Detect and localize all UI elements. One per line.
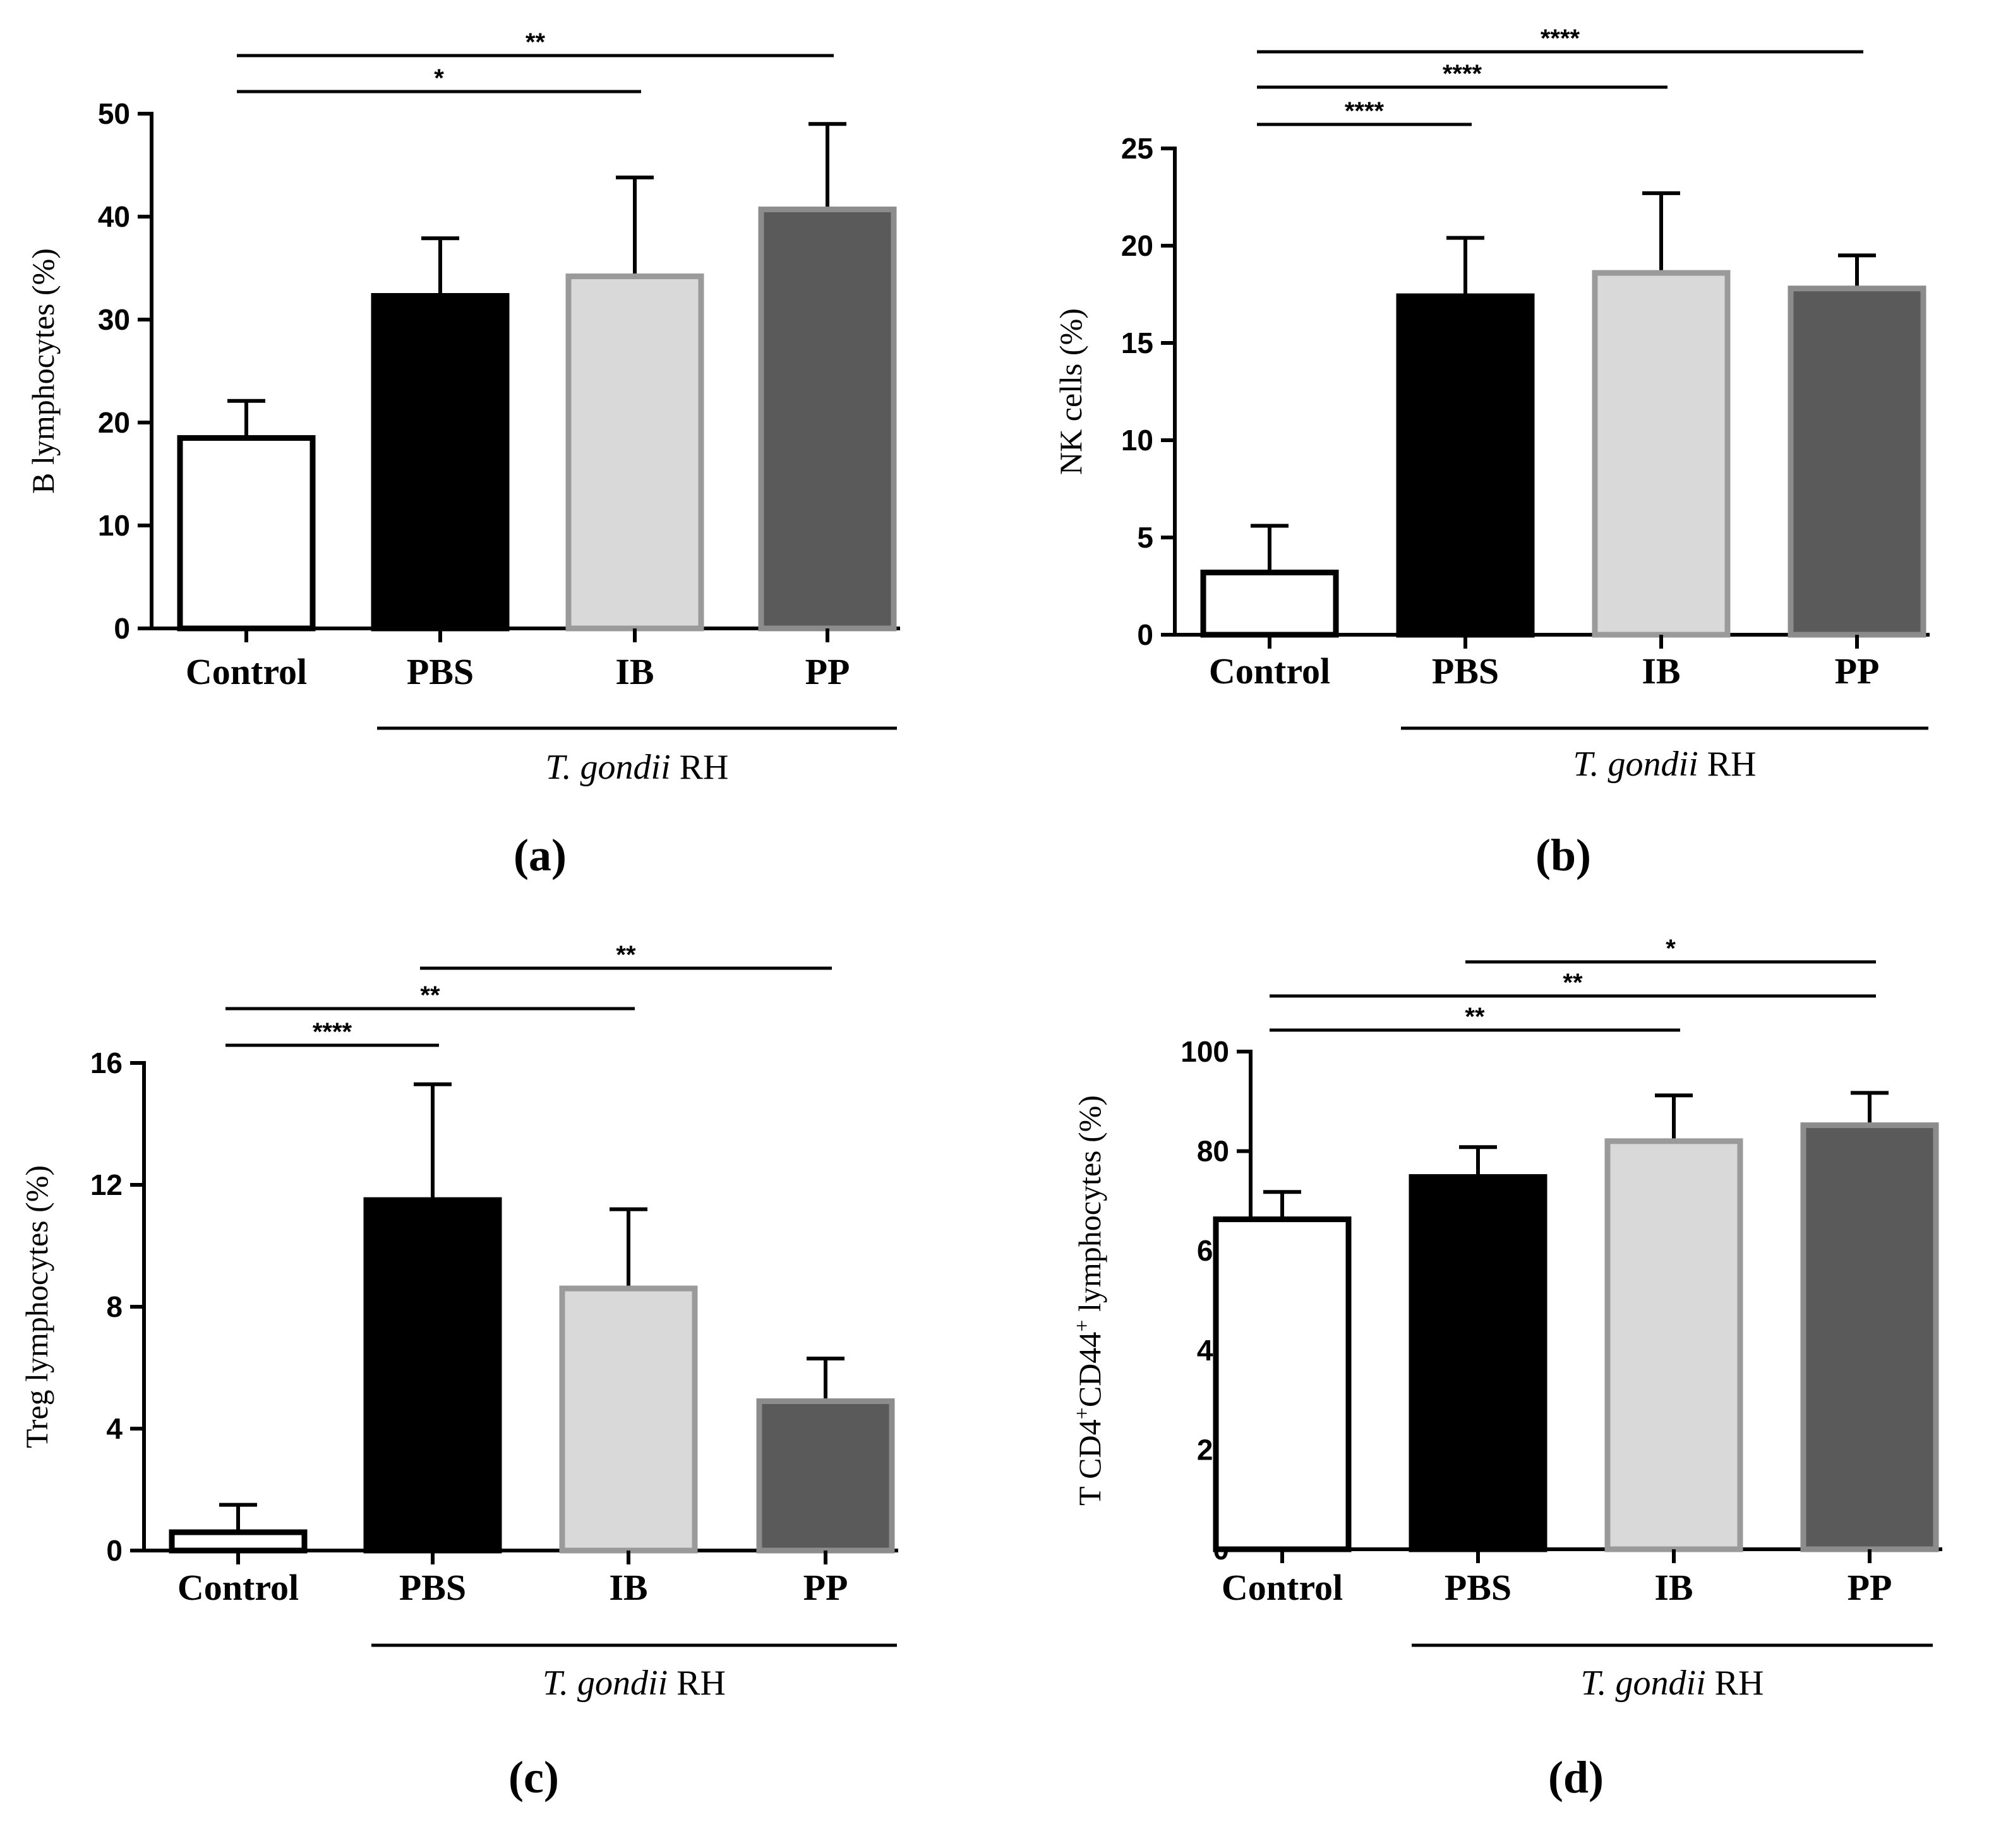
significance-label: **** [1345,97,1385,125]
significance-label: * [1666,935,1676,963]
y-axis-label-superscript: + [1071,1407,1094,1419]
y-axis-label-part: T CD4 [1072,1419,1107,1506]
y-tick-label: 4 [106,1412,123,1445]
y-tick-label: 8 [106,1290,123,1323]
panel-label: (a) [514,830,567,880]
panel-label: (c) [508,1752,559,1803]
y-tick-label: 30 [98,303,130,336]
category-label: PP [1848,1567,1892,1608]
significance-label: ** [420,981,440,1009]
category-label: PP [1835,651,1880,692]
y-tick-label: 20 [1121,229,1153,262]
bar-control [1213,1216,1352,1552]
bar-pp [1800,1122,1939,1552]
category-label: IB [1642,651,1680,692]
significance-label: **** [1541,25,1580,52]
y-tick-label: 25 [1121,132,1153,165]
category-label: IB [1654,1567,1693,1608]
chart-panel-a: 0 10 20 30 40 50 B lymphocytes (%) Control PBS IB… [25,28,900,880]
bar-pp [758,207,897,632]
y-axis-label: NK cells (%) [1053,308,1088,475]
significance-label: **** [313,1018,352,1046]
y-axis-label: T CD4+CD44+ lymphocytes (%) [1071,1095,1108,1506]
group-label-species: T. gondii [546,748,671,787]
bar-control [1200,569,1339,638]
bar-pbs [371,293,510,632]
group-label-species: T. gondii [1581,1664,1706,1703]
significance-label: * [434,64,444,92]
category-label: PBS [1445,1567,1511,1608]
group-label-strain: RH [1706,1664,1764,1703]
category-label: Control [1222,1567,1343,1608]
bar-pbs [1409,1174,1547,1552]
category-label: IB [615,651,654,692]
significance-label: ** [1563,969,1583,997]
y-tick-label: 100 [1181,1035,1229,1068]
bar-control [177,435,316,632]
y-tick-label: 0 [114,612,130,645]
category-label: Control [1209,651,1330,692]
group-label: T. gondii RH [546,748,729,787]
category-label: PBS [399,1567,466,1608]
y-tick-label: 50 [98,97,130,130]
category-label: Control [177,1567,299,1608]
group-label-species: T. gondii [543,1664,668,1703]
group-label-strain: RH [668,1664,726,1703]
category-label: Control [186,651,307,692]
bar-pp [1788,285,1926,638]
group-label-species: T. gondii [1573,745,1698,784]
group-label: T. gondii RH [543,1664,726,1703]
y-tick-label: 10 [98,509,130,542]
y-tick-label: 40 [98,200,130,233]
chart-panel-b: 0 5 10 15 20 25 NK cells (%) Control PBS IB PP T. g… [1053,25,1930,880]
bar-ib [1592,270,1731,638]
significance-label: ** [616,941,636,969]
category-label: PP [803,1567,848,1608]
bar-pbs [1396,293,1535,638]
y-axis-label: B lymphocytes (%) [25,248,61,494]
y-tick-label: 0 [1137,618,1153,651]
y-tick-label: 80 [1197,1135,1229,1168]
group-label-strain: RH [1698,745,1757,784]
bar-control [169,1529,308,1554]
group-label: T. gondii RH [1573,745,1757,784]
y-tick-label: 10 [1121,424,1153,457]
category-label: PBS [407,651,474,692]
y-axis-label: Treg lymphocytes (%) [19,1165,54,1448]
bar-pp [756,1398,895,1554]
significance-label: ** [526,28,546,56]
y-axis-label-part: lymphocytes (%) [1072,1095,1107,1319]
y-axis-label-part: CD44 [1072,1332,1107,1407]
chart-panel-c: 0 4 8 12 16 Treg lymphocytes (%) Control PBS IB P… [19,941,898,1803]
y-tick-label: 16 [90,1047,123,1079]
panel-label: (d) [1548,1752,1604,1803]
category-label: PBS [1432,651,1499,692]
chart-panel-d: 020406080100T CD4+CD44+ lymphocytes (%)C… [1071,935,1942,1803]
significance-label: ** [1465,1003,1485,1031]
panel-label: (b) [1535,830,1591,880]
bar-pbs [363,1197,502,1554]
y-tick-label: 5 [1137,521,1153,554]
category-label: PP [805,651,850,692]
y-tick-label: 12 [90,1168,123,1201]
y-tick-label: 20 [98,406,130,439]
y-tick-label: 15 [1121,327,1153,359]
bar-ib [565,273,704,632]
category-label: IB [609,1567,647,1608]
significance-label: **** [1443,60,1482,88]
group-label-strain: RH [671,748,729,787]
y-axis-label-superscript: + [1071,1320,1094,1332]
y-tick-label: 0 [106,1534,123,1567]
bar-ib [1604,1138,1743,1552]
bar-ib [559,1285,698,1554]
group-label: T. gondii RH [1581,1664,1764,1703]
